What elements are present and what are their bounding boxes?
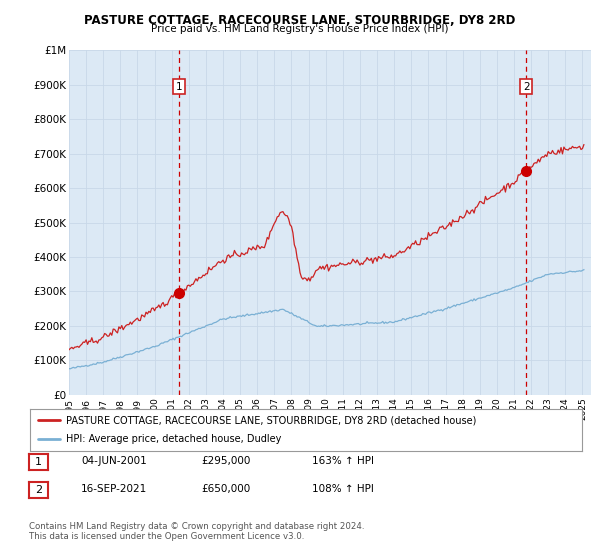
Text: 16-SEP-2021: 16-SEP-2021 [81,484,147,494]
Text: This data is licensed under the Open Government Licence v3.0.: This data is licensed under the Open Gov… [29,532,304,541]
Text: 1: 1 [176,82,182,92]
Text: £295,000: £295,000 [201,456,250,466]
Text: 1: 1 [35,457,42,467]
Text: Contains HM Land Registry data © Crown copyright and database right 2024.: Contains HM Land Registry data © Crown c… [29,522,364,531]
Text: £650,000: £650,000 [201,484,250,494]
Text: PASTURE COTTAGE, RACECOURSE LANE, STOURBRIDGE, DY8 2RD (detached house): PASTURE COTTAGE, RACECOURSE LANE, STOURB… [66,415,476,425]
Text: 2: 2 [523,82,529,92]
Text: 163% ↑ HPI: 163% ↑ HPI [312,456,374,466]
Text: Price paid vs. HM Land Registry's House Price Index (HPI): Price paid vs. HM Land Registry's House … [151,24,449,34]
Text: HPI: Average price, detached house, Dudley: HPI: Average price, detached house, Dudl… [66,435,281,445]
Text: 108% ↑ HPI: 108% ↑ HPI [312,484,374,494]
Text: 04-JUN-2001: 04-JUN-2001 [81,456,147,466]
Text: PASTURE COTTAGE, RACECOURSE LANE, STOURBRIDGE, DY8 2RD: PASTURE COTTAGE, RACECOURSE LANE, STOURB… [85,14,515,27]
Text: 2: 2 [35,485,42,495]
